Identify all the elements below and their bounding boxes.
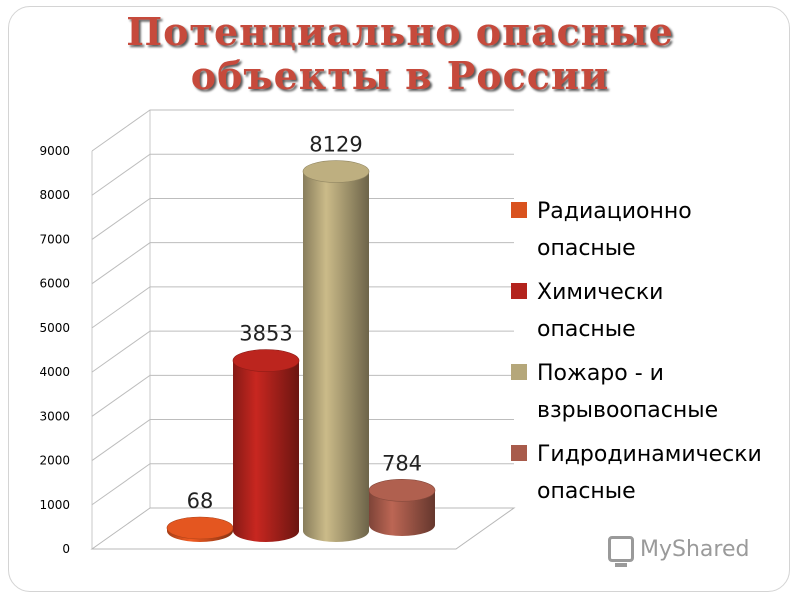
- y-tick-label: 4000: [39, 365, 70, 379]
- gridline: [91, 374, 514, 417]
- legend-label: опасные: [537, 479, 636, 504]
- y-tick-label: 3000: [39, 409, 70, 423]
- watermark: MyShared: [608, 536, 750, 567]
- legend-swatch: [511, 202, 527, 218]
- data-label: 784: [382, 451, 422, 475]
- gridline: [91, 153, 514, 196]
- legend-label: опасные: [537, 236, 636, 261]
- y-tick-label: 9000: [39, 144, 70, 158]
- legend-label: Пожаро - и: [537, 361, 664, 386]
- y-tick-label: 8000: [39, 188, 70, 202]
- bar-3: [302, 160, 370, 542]
- gridline: [91, 330, 514, 373]
- gridline: [91, 463, 514, 506]
- bar-body: [369, 490, 435, 536]
- bar-top: [302, 160, 370, 183]
- gridline: [91, 109, 514, 152]
- legend-swatch: [511, 445, 527, 461]
- bar-top: [232, 349, 300, 372]
- gridline: [91, 197, 514, 240]
- gridline: [91, 242, 514, 285]
- legend-item-4: Гидродинамически опасные: [511, 442, 762, 504]
- y-tick-label: 0: [62, 542, 70, 556]
- y-tick-label: 6000: [39, 277, 70, 291]
- gridline: [91, 286, 514, 329]
- chart-legend: Радиационно опасные Химически опасные Пожаро…: [511, 199, 762, 504]
- legend-label: Радиационно: [537, 199, 692, 224]
- data-label: 68: [187, 489, 214, 513]
- bar-1: [166, 516, 234, 542]
- legend-label: Химически: [537, 280, 663, 305]
- y-tick-label: 5000: [39, 321, 70, 335]
- page-title: Потенциально опасные объекты в России: [0, 10, 800, 98]
- legend-swatch: [511, 283, 527, 299]
- bar-body: [303, 171, 369, 542]
- gridline: [91, 419, 514, 461]
- legend-item-1: Радиационно опасные: [511, 199, 692, 261]
- y-tick-label: 7000: [39, 232, 70, 246]
- monitor-icon: [608, 536, 634, 567]
- title-line-2: объекты в России: [190, 53, 610, 98]
- bar-top: [368, 479, 436, 502]
- y-axis-ticks: 0 1000 2000 3000 4000 5000 6000 7000 8000 9000: [39, 144, 70, 556]
- bar-4: [368, 479, 436, 536]
- chart-bars: [166, 160, 436, 542]
- data-label: 8129: [309, 133, 362, 157]
- legend-item-2: Химически опасные: [511, 280, 663, 342]
- legend-label: Гидродинамически: [537, 442, 762, 467]
- data-labels: 68 3853 8129 784: [187, 133, 422, 513]
- y-tick-label: 2000: [39, 454, 70, 468]
- legend-item-3: Пожаро - и взрывоопасные: [511, 361, 718, 423]
- watermark-text: MyShared: [640, 536, 750, 562]
- legend-label: опасные: [537, 317, 636, 342]
- legend-swatch: [511, 364, 527, 380]
- bar-top: [166, 516, 234, 540]
- bar-body: [233, 360, 299, 542]
- y-tick-label: 1000: [39, 498, 70, 512]
- legend-label: взрывоопасные: [537, 398, 718, 423]
- title-line-1: Потенциально опасные: [126, 9, 674, 54]
- bar-2: [232, 349, 300, 542]
- data-label: 3853: [239, 322, 292, 346]
